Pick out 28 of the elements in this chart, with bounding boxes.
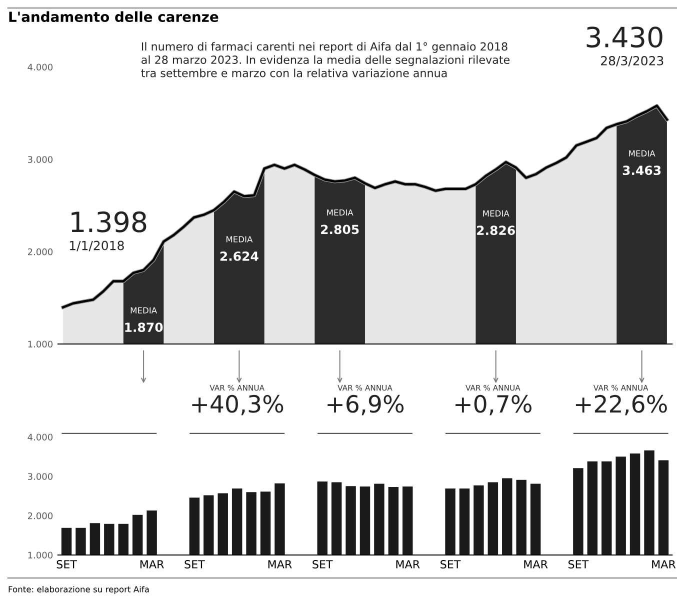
text: 3.430 28/3/2023: [586, 26, 664, 66]
y-tick-label: 3.000: [28, 156, 53, 163]
annotation: MEDIA 2.624: [220, 236, 258, 261]
chart-title: L'andamento delle carenze: [9, 11, 218, 22]
x-tick-label: SET: [440, 560, 461, 568]
x-tick-label: MAR: [652, 560, 676, 568]
chart-subtitle: Il numero di farmaci carenti nei report di Aifa dal 1° gennaio 2018 al 28 marzo 2023. In evidenza la media delle segnalazioni rilevate tra settembre e marzo con la relativa variazione annua: [141, 42, 510, 78]
x-tick-label: MAR: [268, 560, 292, 568]
source-note: Fonte: elaborazione su report Aifa: [8, 586, 149, 594]
x-tick-label: SET: [184, 560, 205, 568]
annotation: MEDIA 1.870: [125, 307, 163, 332]
y-tick-label: 1.000: [28, 340, 53, 348]
y-tick-label: 2.000: [28, 512, 53, 520]
y-tick-label: 1.000: [28, 552, 53, 559]
annotation: MEDIA 2.826: [477, 210, 515, 236]
annotation: MEDIA 3.463: [622, 150, 661, 176]
x-tick-label: MAR: [396, 560, 420, 568]
x-tick-label: MAR: [140, 560, 164, 568]
y-tick-label: 2.000: [28, 248, 53, 256]
x-tick-label: SET: [312, 560, 333, 568]
y-tick-label: 4.000: [28, 64, 53, 71]
y-tick-label: 3.000: [28, 473, 53, 480]
x-tick-label: SET: [56, 560, 77, 568]
annotation: 1.398 1/1/2018: [70, 211, 146, 252]
annotation: MEDIA 2.805: [321, 209, 359, 234]
x-tick-label: MAR: [524, 560, 548, 568]
x-tick-label: SET: [568, 560, 589, 568]
y-tick-label: 4.000: [28, 434, 53, 441]
